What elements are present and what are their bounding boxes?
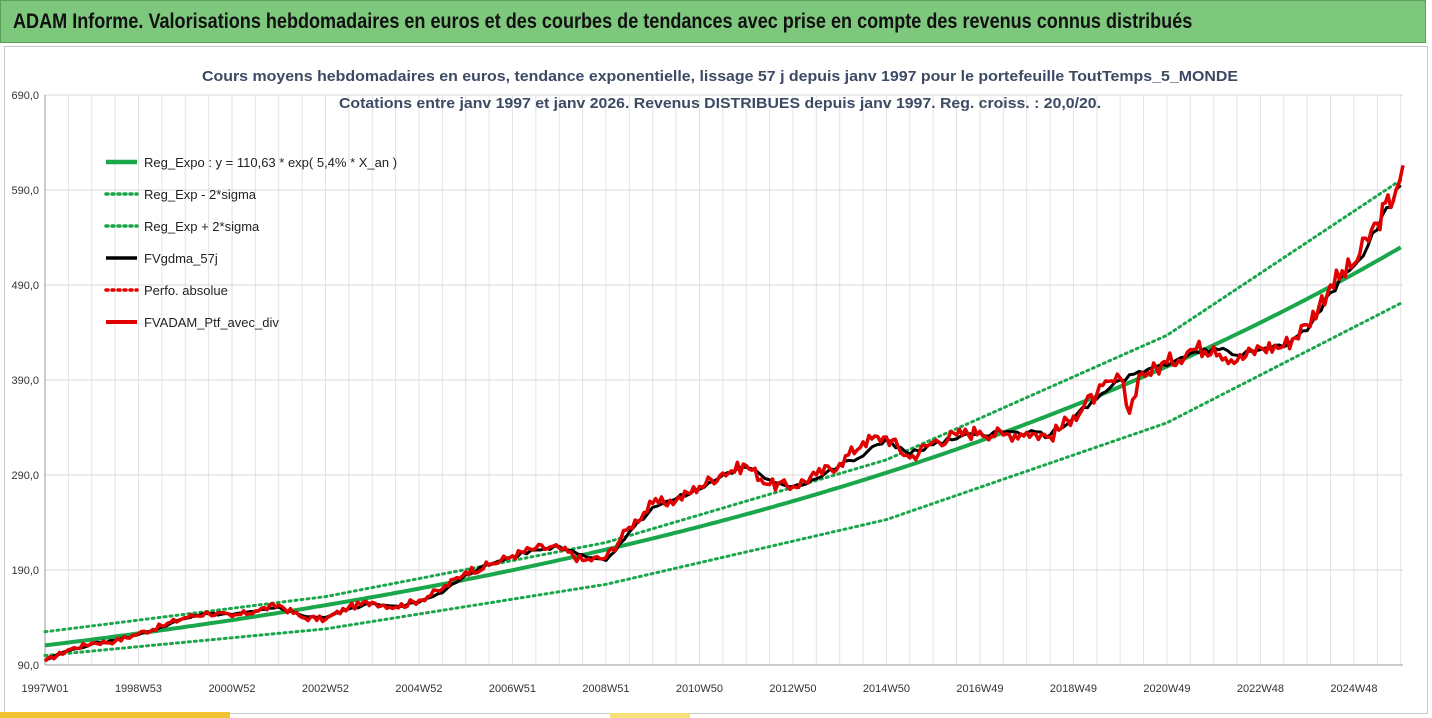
y-tick-label: 490,0 — [11, 280, 39, 292]
chart-subtitle: Cotations entre janv 1997 et janv 2026. … — [339, 95, 1101, 112]
x-tick-label: 2024W48 — [1330, 683, 1377, 695]
x-axis: 1997W01 1998W53 2000W52 2002W52 2004W52 2006W… — [21, 664, 1403, 695]
chart-grid — [44, 94, 1403, 666]
series-layer — [43, 164, 1405, 663]
x-tick-label: 2022W48 — [1237, 683, 1284, 695]
y-tick-label: 190,0 — [11, 565, 39, 577]
page-title: ADAM Informe. Valorisations hebdomadaire… — [13, 10, 1193, 33]
x-tick-label: 2014W50 — [863, 683, 910, 695]
x-tick-label: 2010W50 — [676, 683, 723, 695]
y-tick-label: 290,0 — [11, 470, 39, 482]
header-banner: ADAM Informe. Valorisations hebdomadaire… — [0, 0, 1426, 43]
x-tick-label: 2008W51 — [582, 683, 629, 695]
x-tick-label: 1997W01 — [21, 683, 68, 695]
x-tick-label: 2018W49 — [1050, 683, 1097, 695]
legend-label: Reg_Exp - 2*sigma — [144, 187, 257, 202]
footer-accent-bar-mid — [610, 713, 690, 718]
y-tick-label: 390,0 — [11, 375, 39, 387]
x-tick-label: 2004W52 — [395, 683, 442, 695]
legend-label: Reg_Exp + 2*sigma — [144, 219, 260, 234]
y-axis: 90,0 190,0 290,0 390,0 490,0 590,0 690,0 — [11, 90, 46, 672]
chart-title: Cours moyens hebdomadaires en euros, ten… — [202, 68, 1238, 85]
x-tick-label: 2012W50 — [769, 683, 816, 695]
x-tick-label: 2020W49 — [1143, 683, 1190, 695]
y-tick-label: 690,0 — [11, 90, 39, 102]
legend-label: FVgdma_57j — [144, 251, 218, 266]
x-tick-label: 2002W52 — [302, 683, 349, 695]
series-line-0 — [44, 245, 1402, 648]
x-tick-label: 2000W52 — [208, 683, 255, 695]
x-tick-label: 2006W51 — [489, 683, 536, 695]
legend-label: Reg_Expo : y = 110,63 * exp( 5,4% * X_an… — [144, 155, 397, 170]
y-tick-label: 590,0 — [11, 185, 39, 197]
series-line-2 — [43, 177, 1405, 634]
legend-label: FVADAM_Ptf_avec_div — [144, 315, 279, 330]
x-tick-label: 1998W53 — [115, 683, 162, 695]
chart-legend: Reg_Expo : y = 110,63 * exp( 5,4% * X_an… — [104, 155, 397, 330]
series-line-5 — [43, 164, 1405, 663]
y-tick-label: 90,0 — [18, 660, 39, 672]
legend-label: Perfo. absolue — [144, 283, 228, 298]
x-tick-label: 2016W49 — [956, 683, 1003, 695]
series-line-1 — [43, 300, 1405, 657]
footer-accent-bar — [0, 712, 230, 718]
